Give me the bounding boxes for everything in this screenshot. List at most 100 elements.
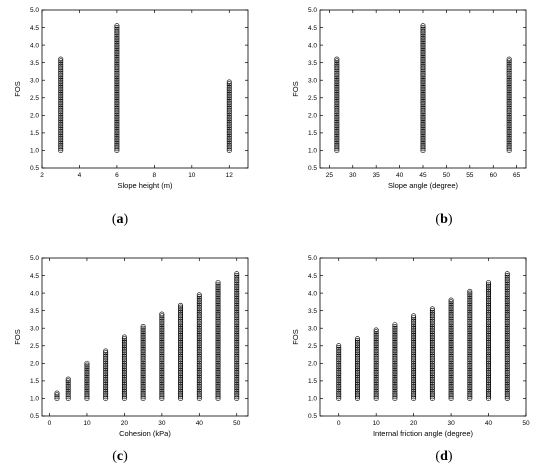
scatter-point [411, 338, 417, 344]
scatter-point [234, 271, 240, 277]
scatter-point [114, 60, 120, 66]
scatter-point [159, 395, 165, 401]
scatter-point [234, 369, 240, 375]
scatter-point [234, 376, 240, 382]
scatter-point [196, 302, 202, 308]
scatter-point [448, 390, 454, 396]
scatter-point [506, 142, 512, 148]
scatter-point [140, 360, 146, 366]
x-tick-label: 6 [115, 172, 119, 179]
scatter-point [420, 119, 426, 125]
scatter-point [58, 74, 64, 80]
scatter-point [159, 390, 165, 396]
scatter-point [140, 378, 146, 384]
x-tick-label: 8 [153, 172, 157, 179]
scatter-point [234, 359, 240, 365]
scatter-point [420, 72, 426, 78]
scatter-point [226, 135, 232, 141]
scatter-point [467, 346, 473, 352]
scatter-point [334, 142, 340, 148]
scatter-point [334, 132, 340, 138]
scatter-point [354, 359, 360, 365]
scatter-point [429, 320, 435, 326]
scatter-point [420, 91, 426, 97]
scatter-point [58, 116, 64, 122]
scatter-point [54, 390, 60, 396]
scatter-point [226, 116, 232, 122]
scatter-point [196, 381, 202, 387]
scatter-point [373, 360, 379, 366]
scatter-point [114, 63, 120, 69]
scatter-point [411, 380, 417, 386]
scatter-point [354, 394, 360, 400]
scatter-point [140, 350, 146, 356]
scatter-point [354, 360, 360, 366]
scatter-point [373, 353, 379, 359]
scatter-point [486, 395, 492, 401]
x-tick-label: 45 [419, 172, 427, 179]
scatter-point [411, 359, 417, 365]
scatter-point [178, 366, 184, 372]
scatter-point [65, 395, 71, 401]
scatter-point [506, 65, 512, 71]
scatter-point [506, 109, 512, 115]
scatter-point [354, 366, 360, 372]
scatter-point [121, 364, 127, 370]
scatter-point [420, 132, 426, 138]
scatter-point [420, 107, 426, 113]
scatter-point [392, 329, 398, 335]
scatter-point [178, 330, 184, 336]
scatter-point [467, 322, 473, 328]
scatter-point [411, 332, 417, 338]
scatter-point [420, 56, 426, 62]
scatter-point [178, 380, 184, 386]
scatter-point [506, 146, 512, 152]
scatter-point [58, 70, 64, 76]
scatter-point [373, 388, 379, 394]
y-tick-label: 3.0 [308, 325, 317, 332]
scatter-point [354, 385, 360, 391]
scatter-point [334, 112, 340, 118]
scatter-point [354, 352, 360, 358]
scatter-point [114, 39, 120, 45]
scatter-point [486, 299, 492, 305]
scatter-point [392, 359, 398, 365]
scatter-point [392, 352, 398, 358]
scatter-point [486, 367, 492, 373]
chart-svg-b: 25 30 35 40 45 50 55 60 65 0.5 1.0 1.5 2.0 2.5 3.0 3.5 4… [291, 7, 527, 190]
scatter-point [504, 387, 510, 393]
scatter-point [448, 369, 454, 375]
scatter-point [411, 343, 417, 349]
scatter-point [159, 334, 165, 340]
y-tick-label: 3.0 [30, 325, 39, 332]
scatter-point [411, 367, 417, 373]
scatter-point [178, 367, 184, 373]
scatter-point [420, 102, 426, 108]
scatter-point [504, 280, 510, 286]
scatter-point [114, 147, 120, 153]
scatter-point [429, 330, 435, 336]
scatter-point [215, 369, 221, 375]
scatter-point [196, 329, 202, 335]
scatter-point [504, 395, 510, 401]
scatter-point [159, 352, 165, 358]
scatter-point [504, 301, 510, 307]
scatter-point [448, 383, 454, 389]
scatter-point [234, 385, 240, 391]
scatter-point [65, 394, 71, 400]
scatter-point [504, 353, 510, 359]
scatter-point [420, 98, 426, 104]
scatter-point [467, 288, 473, 294]
scatter-point [504, 302, 510, 308]
scatter-point [336, 378, 342, 384]
scatter-point [196, 315, 202, 321]
scatter-point [234, 281, 240, 287]
x-tick-label: 12 [226, 172, 234, 179]
scatter-point [334, 119, 340, 125]
scatter-point [114, 126, 120, 132]
scatter-point [486, 323, 492, 329]
scatter-point [411, 334, 417, 340]
scatter-point [159, 357, 165, 363]
scatter-point [196, 334, 202, 340]
scatter-point [226, 128, 232, 134]
